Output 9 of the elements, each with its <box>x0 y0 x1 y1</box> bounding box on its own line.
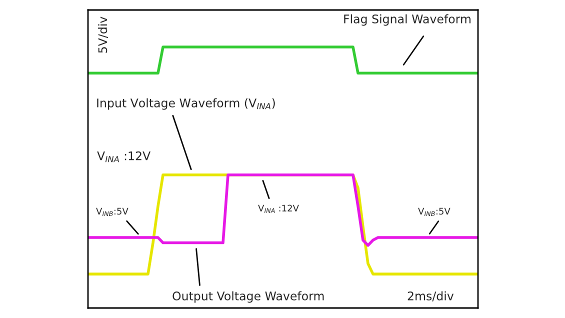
annotation: V$_{INA}$ :12V <box>258 204 299 213</box>
annotation: 5V/div <box>98 16 108 53</box>
annotation: 2ms/div <box>408 291 454 302</box>
annotation: Output Voltage Waveform <box>172 291 324 303</box>
annotation: V$_{INB}$:5V <box>96 208 128 216</box>
annotation: Input Voltage Waveform (V$_{INA}$) <box>97 98 275 110</box>
annotation: V$_{INA}$ :12V <box>97 151 151 162</box>
annotation: V$_{INB}$:5V <box>418 208 450 216</box>
text: Flag Signal Waveform <box>344 14 470 26</box>
